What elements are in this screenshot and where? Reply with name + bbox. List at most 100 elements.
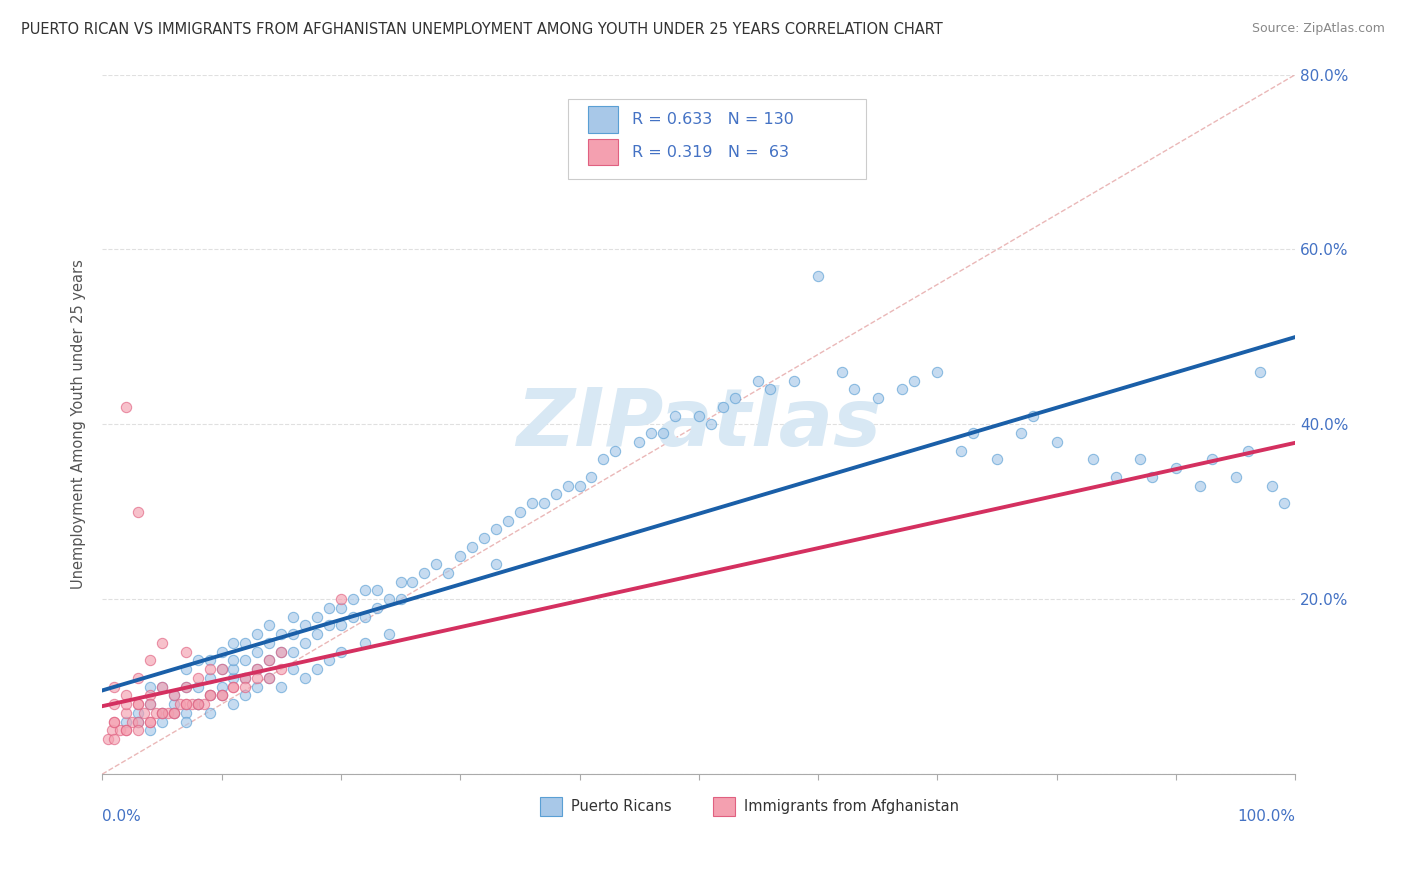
Point (115, 714, 138, 729)
Point (1081, 452, 1104, 467)
Point (174, 706, 197, 720)
Point (198, 653, 221, 667)
Point (246, 627, 269, 641)
Point (174, 697, 197, 711)
Point (927, 365, 949, 379)
Point (198, 662, 221, 676)
Point (222, 636, 245, 650)
Point (366, 601, 388, 615)
Point (664, 409, 686, 423)
Point (103, 697, 125, 711)
Point (1010, 426, 1032, 441)
Point (139, 689, 162, 703)
Point (235, 671, 257, 685)
Point (711, 400, 734, 414)
Point (890, 382, 912, 396)
Point (222, 653, 245, 667)
Point (1249, 365, 1271, 379)
Point (259, 671, 281, 685)
Point (193, 697, 215, 711)
Point (270, 645, 292, 659)
Point (544, 487, 567, 501)
Point (318, 601, 340, 615)
Point (169, 697, 191, 711)
Point (259, 653, 281, 667)
Point (163, 706, 186, 720)
Point (222, 662, 245, 676)
Point (377, 627, 399, 641)
Point (496, 514, 519, 528)
Point (222, 671, 245, 685)
Point (103, 732, 125, 747)
Point (831, 365, 853, 379)
Point (163, 689, 186, 703)
Point (294, 671, 316, 685)
Text: Source: ZipAtlas.com: Source: ZipAtlas.com (1251, 22, 1385, 36)
Point (259, 636, 281, 650)
Point (449, 549, 471, 563)
Point (127, 714, 149, 729)
Point (472, 531, 495, 545)
Point (187, 697, 209, 711)
Point (132, 706, 155, 720)
Point (401, 574, 423, 589)
Point (294, 636, 316, 650)
Point (259, 653, 281, 667)
Text: R = 0.633   N = 130: R = 0.633 N = 130 (633, 112, 794, 127)
Point (103, 680, 125, 694)
Point (163, 689, 186, 703)
Point (163, 697, 186, 711)
Point (259, 671, 281, 685)
Text: ZIPatlas: ZIPatlas (516, 385, 882, 463)
Text: 100.0%: 100.0% (1237, 809, 1295, 824)
Point (103, 714, 125, 729)
Point (97, 732, 120, 747)
Point (270, 680, 292, 694)
Point (187, 697, 209, 711)
Point (294, 618, 316, 632)
FancyBboxPatch shape (588, 139, 617, 166)
Point (592, 452, 614, 467)
FancyBboxPatch shape (713, 797, 734, 816)
Point (163, 706, 186, 720)
Point (246, 662, 269, 676)
Point (389, 574, 412, 589)
Point (329, 601, 352, 615)
Point (115, 697, 138, 711)
Point (235, 689, 257, 703)
Point (211, 662, 233, 676)
Point (115, 723, 138, 738)
Point (807, 268, 830, 283)
Point (353, 636, 375, 650)
Point (1129, 452, 1152, 467)
Point (187, 671, 209, 685)
Text: PUERTO RICAN VS IMMIGRANTS FROM AFGHANISTAN UNEMPLOYMENT AMONG YOUTH UNDER 25 YE: PUERTO RICAN VS IMMIGRANTS FROM AFGHANIS… (21, 22, 943, 37)
Point (568, 478, 591, 492)
Point (520, 496, 543, 510)
Point (305, 662, 328, 676)
Point (108, 723, 131, 738)
Point (842, 382, 865, 396)
Point (318, 653, 340, 667)
Point (150, 714, 173, 729)
Point (198, 671, 221, 685)
Point (187, 653, 209, 667)
Point (652, 426, 675, 441)
Point (723, 391, 745, 405)
Point (366, 583, 388, 598)
Point (127, 723, 149, 738)
Point (127, 697, 149, 711)
Point (353, 583, 375, 598)
Point (281, 645, 304, 659)
Point (211, 645, 233, 659)
Point (329, 618, 352, 632)
Y-axis label: Unemployment Among Youth under 25 years: Unemployment Among Youth under 25 years (72, 260, 86, 590)
Point (962, 426, 984, 441)
Point (1105, 470, 1128, 484)
Point (187, 697, 209, 711)
Point (270, 627, 292, 641)
Point (127, 714, 149, 729)
Point (211, 689, 233, 703)
Point (150, 706, 173, 720)
Point (174, 680, 197, 694)
